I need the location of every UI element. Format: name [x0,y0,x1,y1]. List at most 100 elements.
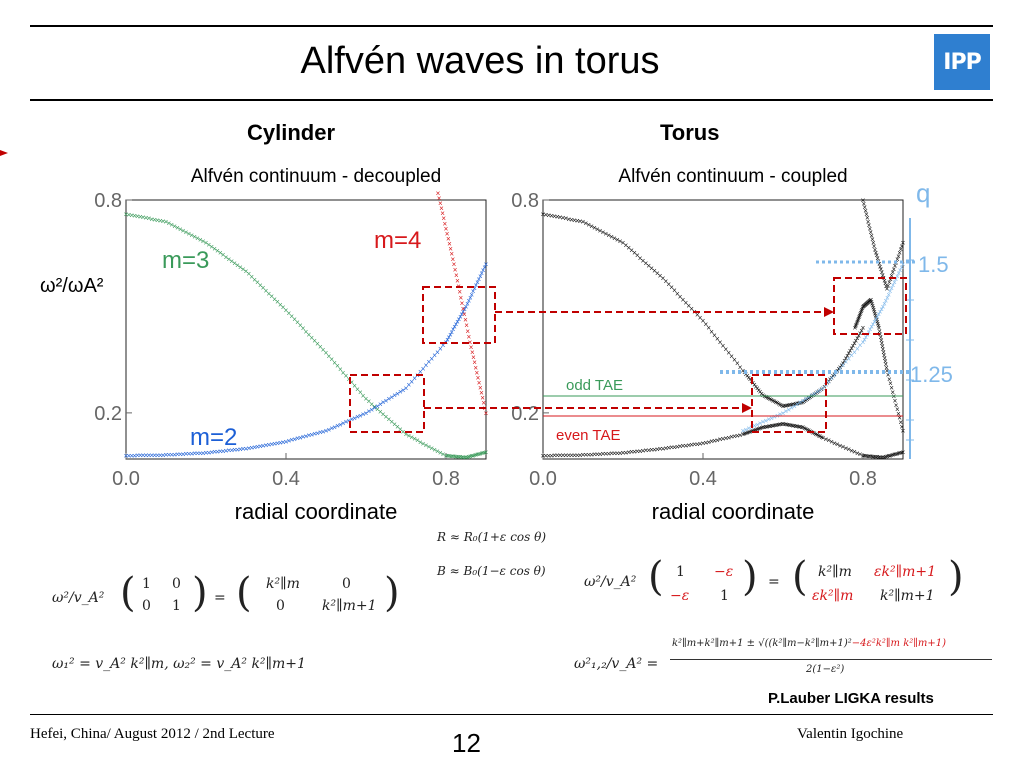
data-point: × [481,449,486,458]
data-point: × [873,246,878,255]
data-point: × [452,452,457,461]
data-point: × [161,217,166,226]
torus-eigen-lhs: ω²₁,₂/v_A² = [574,656,659,672]
torus-paren-open: ( [648,554,664,600]
data-point: × [387,415,392,424]
data-point: × [795,399,800,408]
data-point: × [880,342,885,351]
data-point: × [774,398,779,407]
data-point: × [184,450,189,459]
data-point: × [791,421,796,430]
data-point: × [632,447,637,456]
data-point: × [672,443,677,452]
data-point: × [321,346,326,355]
data-point: × [344,372,349,381]
data-point: × [241,265,246,274]
data-point: × [769,414,774,423]
left-panel-heading: Cylinder [247,120,336,145]
data-point: × [815,388,820,397]
data-point: × [859,326,864,335]
data-point: × [715,436,720,445]
page-number: 12 [452,728,481,758]
data-point: × [724,345,729,354]
torus-m21: −ε [670,588,690,604]
x-tick-label: 0.8 [849,468,877,490]
data-point: × [469,452,474,461]
data-point: × [721,341,726,350]
torus-r11: k²∥m [818,564,852,580]
data-point: × [766,394,771,403]
torus-r21: εk²∥m [812,588,854,604]
data-point: × [886,290,891,299]
data-point: × [638,254,643,263]
torus-paren-open2: ( [792,554,808,600]
data-point: × [175,450,180,459]
data-point: × [866,297,871,306]
data-point: × [169,220,174,229]
data-point: × [455,452,460,461]
data-point: × [756,425,761,434]
data-point: × [477,450,482,459]
data-point: × [586,220,591,229]
data-point: × [868,228,873,237]
data-point: × [818,386,823,395]
data-point: × [772,397,777,406]
data-point: × [381,398,386,407]
data-point: × [301,324,306,333]
data-point: × [155,451,160,460]
data-point: × [867,297,872,306]
data-point: × [449,250,454,259]
data-point: × [764,423,769,432]
data-point: × [187,450,192,459]
data-point: × [801,396,806,405]
data-point: × [863,207,868,216]
x-axis-label: radial coordinate [652,499,815,524]
data-point: × [829,374,834,383]
data-point: × [581,217,586,226]
data-point: × [384,412,389,421]
data-point: × [878,262,883,271]
data-point: × [704,320,709,329]
data-point: × [806,393,811,402]
data-point: × [785,401,790,410]
data-point: × [768,422,773,431]
data-point: × [812,390,817,399]
data-point: × [561,451,566,460]
data-point: × [364,409,369,418]
data-point: × [738,431,743,440]
data-point: × [621,239,626,248]
data-point: × [664,277,669,286]
data-point: × [859,307,864,316]
data-point: × [866,452,871,461]
data-point: × [198,449,203,458]
data-point: × [884,452,889,461]
data-point: × [804,425,809,434]
data-point: × [307,330,312,339]
data-point: × [874,315,879,324]
data-point: × [561,214,566,223]
data-point: × [814,430,819,439]
data-point: × [221,447,226,456]
data-point: × [900,422,905,431]
data-point: × [454,452,459,461]
data-point: × [124,451,129,460]
data-point: × [315,339,320,348]
data-point: × [882,453,887,462]
series-m=3: ××××××××××××××××××××××××××××××××××××××××… [124,210,489,462]
data-point: × [595,225,600,234]
data-point: × [819,385,824,394]
q-label: q [916,178,930,208]
data-point: × [358,411,363,420]
data-point: × [839,361,844,370]
data-point: × [815,431,820,440]
data-point: × [878,333,883,342]
title-rule [30,99,993,101]
data-point: × [178,450,183,459]
data-point: × [748,428,753,437]
data-point: × [632,249,637,258]
data-point: × [862,200,867,209]
data-point: × [879,336,884,345]
data-point: × [235,261,240,270]
data-point: × [741,430,746,439]
data-point: × [275,439,280,448]
